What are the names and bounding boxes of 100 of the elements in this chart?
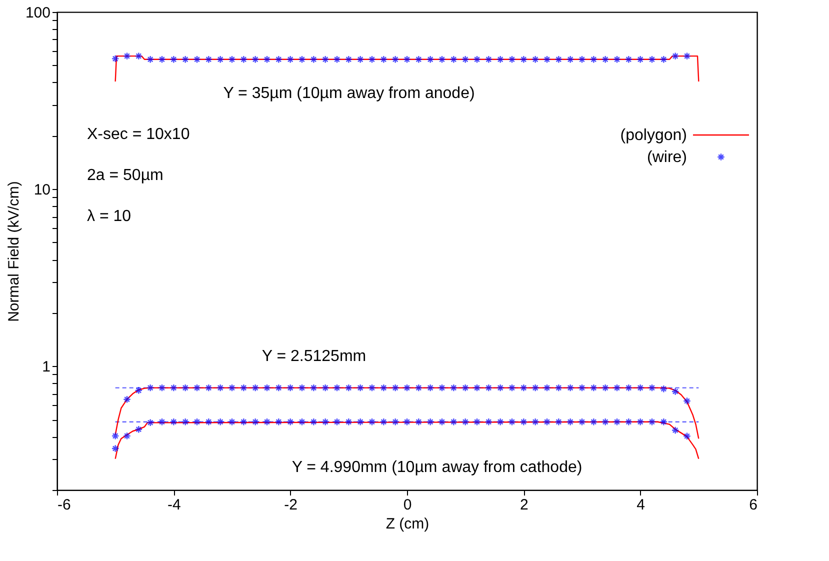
point	[356, 384, 364, 392]
point	[344, 55, 353, 64]
point	[624, 384, 633, 392]
point	[484, 384, 493, 392]
point	[403, 384, 411, 392]
point	[613, 384, 621, 392]
point	[380, 384, 388, 392]
point	[520, 418, 528, 426]
point	[636, 418, 644, 426]
point	[473, 418, 481, 426]
y-tick-label: 10	[34, 182, 50, 199]
point	[391, 418, 400, 426]
point	[251, 55, 260, 64]
point	[648, 55, 656, 64]
point	[356, 55, 364, 64]
point	[578, 418, 586, 426]
point	[391, 384, 400, 392]
point	[531, 384, 540, 392]
y-axis-title: Normal Field (kV/cm)	[5, 181, 22, 322]
point	[450, 418, 458, 426]
point	[461, 384, 470, 392]
point	[251, 418, 260, 426]
point	[251, 384, 260, 392]
legend-label: (wire)	[647, 149, 687, 166]
point	[310, 418, 318, 426]
point	[426, 55, 434, 64]
point	[391, 55, 400, 64]
point	[496, 418, 504, 426]
point	[578, 55, 586, 64]
point	[344, 418, 353, 426]
point	[170, 418, 178, 426]
point	[333, 55, 341, 64]
point	[310, 384, 318, 392]
point	[601, 418, 610, 426]
point	[590, 55, 598, 64]
point	[193, 55, 201, 64]
x-axis-title: Z (cm)	[386, 516, 430, 532]
point	[263, 55, 271, 64]
point	[216, 384, 224, 392]
y-tick-label: 1	[42, 358, 50, 376]
point	[473, 384, 481, 392]
point	[566, 55, 574, 64]
point	[496, 384, 504, 392]
point	[683, 52, 691, 60]
point	[543, 384, 551, 392]
point	[274, 55, 283, 64]
point	[508, 384, 516, 392]
annotation: X-sec = 10x10	[87, 126, 190, 143]
point	[438, 418, 446, 426]
point	[380, 55, 388, 64]
point	[648, 418, 656, 426]
point	[520, 384, 528, 392]
point	[123, 395, 131, 404]
point	[286, 384, 294, 392]
point	[683, 432, 691, 440]
point	[520, 55, 528, 64]
point	[298, 384, 306, 392]
point	[170, 384, 178, 392]
point	[123, 432, 131, 440]
point	[566, 384, 574, 392]
point	[636, 384, 644, 392]
point	[543, 55, 551, 64]
point	[274, 384, 283, 392]
point	[554, 384, 563, 392]
point	[158, 55, 166, 64]
point	[414, 384, 423, 392]
point	[438, 55, 446, 64]
point	[590, 418, 598, 426]
point	[134, 425, 143, 434]
point	[228, 55, 236, 64]
point	[426, 384, 434, 392]
point	[204, 55, 213, 64]
point	[333, 384, 341, 392]
point	[286, 418, 294, 426]
x-tick-label: 6	[749, 496, 758, 514]
point	[484, 55, 493, 64]
point	[450, 384, 458, 392]
point	[601, 384, 610, 392]
annotation: λ = 10	[87, 208, 132, 225]
point	[368, 55, 376, 64]
point	[321, 384, 330, 392]
point	[274, 418, 283, 426]
point	[660, 384, 668, 393]
point	[216, 55, 224, 64]
y-tick-label: 100	[25, 4, 50, 22]
point	[660, 418, 668, 426]
point	[461, 55, 470, 64]
point	[368, 384, 376, 392]
point	[111, 54, 120, 63]
point	[648, 384, 656, 392]
point	[566, 418, 574, 426]
point	[450, 55, 458, 64]
point	[356, 418, 364, 426]
point	[111, 444, 120, 452]
point	[146, 418, 154, 427]
point	[181, 55, 190, 64]
point	[671, 52, 680, 60]
point	[344, 384, 353, 392]
point	[111, 432, 120, 440]
point	[146, 384, 154, 392]
